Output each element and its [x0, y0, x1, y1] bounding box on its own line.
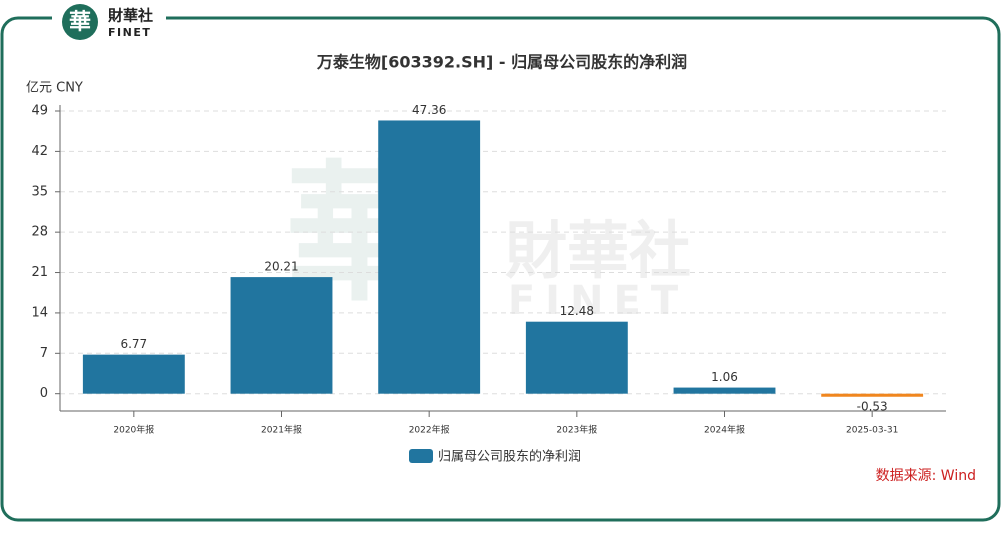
chart-title: 万泰生物[603392.SH] - 归属母公司股东的净利润 — [316, 53, 687, 72]
value-label: 1.06 — [711, 370, 738, 384]
y-tick-label: 49 — [31, 104, 48, 119]
value-label: 12.48 — [560, 304, 594, 318]
frame — [0, 16, 1001, 522]
legend-swatch — [409, 449, 433, 463]
source: 数据来源: Wind — [876, 468, 976, 484]
bar — [82, 354, 185, 394]
x-tick-label: 2024年报 — [704, 424, 745, 436]
bar — [378, 120, 481, 394]
x-tick-label: 2020年报 — [113, 424, 154, 436]
y-tick-label: 28 — [31, 225, 48, 240]
watermark-latin: FINET — [508, 278, 688, 324]
value-label: 20.21 — [264, 260, 298, 274]
value-label: -0.53 — [857, 399, 888, 413]
y-tick-label: 14 — [31, 305, 48, 320]
logo-icon: 華 — [69, 10, 91, 35]
x-tick-label: 2021年报 — [261, 424, 302, 436]
logo-latin: FINET — [108, 26, 151, 39]
value-label: 6.77 — [120, 337, 147, 351]
bar — [230, 277, 333, 394]
legend-label: 归属母公司股东的净利润 — [438, 449, 581, 465]
y-tick-label: 21 — [31, 265, 48, 280]
bar — [673, 387, 776, 394]
bar — [525, 321, 628, 394]
y-tick-label: 7 — [40, 346, 48, 361]
y-tick-label: 42 — [31, 144, 48, 159]
value-label: 47.36 — [412, 103, 446, 117]
x-tick-label: 2025-03-31 — [846, 426, 898, 436]
y-tick-label: 35 — [31, 184, 48, 199]
y-unit: 亿元 CNY — [26, 81, 83, 96]
logo-name: 財華社 — [107, 7, 153, 25]
watermark-name: 財華社 — [505, 214, 691, 287]
bar — [821, 393, 924, 397]
y-tick-label: 0 — [40, 386, 48, 401]
logo-circle — [62, 4, 98, 40]
x-tick-label: 2022年报 — [409, 424, 450, 436]
x-tick-label: 2023年报 — [556, 424, 597, 436]
